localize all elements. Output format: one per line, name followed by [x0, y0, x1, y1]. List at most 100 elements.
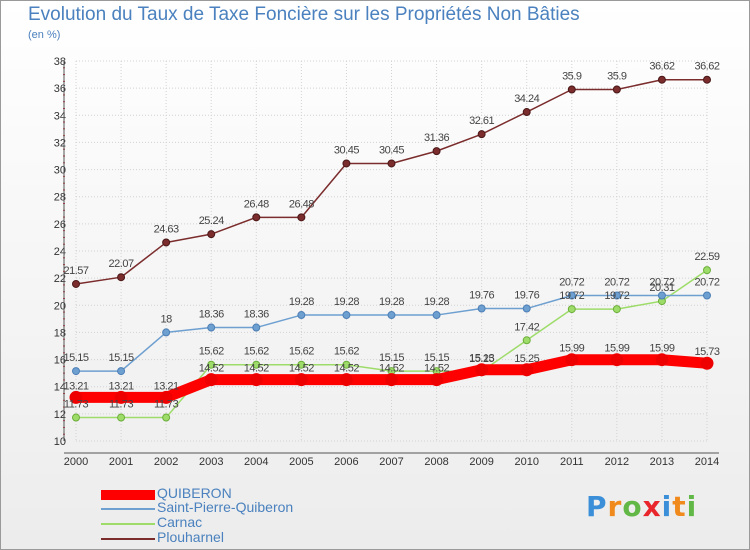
data-point: [207, 230, 216, 239]
x-tick-label: 2002: [154, 456, 178, 468]
data-point: [117, 367, 126, 376]
data-label: 31.36: [424, 132, 449, 144]
x-tick-label: 2008: [424, 456, 448, 468]
y-tick-label: 38: [54, 56, 66, 68]
legend-swatch: [101, 490, 155, 500]
data-point: [342, 159, 351, 168]
data-label: 19.72: [604, 290, 629, 302]
y-tick-label: 18: [54, 327, 66, 339]
x-tick-label: 2003: [199, 456, 223, 468]
data-label: 15.15: [379, 352, 404, 364]
data-point: [612, 85, 621, 94]
x-tick-label: 2001: [109, 456, 133, 468]
data-point: [117, 413, 126, 422]
data-label: 21.57: [63, 265, 88, 277]
x-tick-label: 2010: [514, 456, 538, 468]
data-label: 13.21: [109, 380, 134, 392]
data-point: [703, 266, 711, 275]
data-point: [655, 353, 669, 367]
data-label: 34.24: [514, 93, 539, 105]
data-point: [522, 304, 531, 313]
data-label: 15.62: [199, 346, 224, 358]
series-lines: [69, 75, 714, 422]
data-point: [703, 291, 711, 300]
data-point: [567, 305, 576, 314]
y-tick-label: 34: [54, 110, 66, 122]
data-label: 15.62: [244, 346, 269, 358]
data-label: 14.52: [244, 363, 269, 375]
data-point: [252, 360, 261, 369]
y-tick-label: 22: [54, 273, 66, 285]
data-label: 11.73: [64, 399, 89, 411]
y-tick-label: 24: [54, 246, 66, 258]
data-point: [520, 363, 534, 377]
data-label: 30.45: [379, 144, 404, 156]
x-tick-label: 2009: [469, 456, 493, 468]
y-tick-label: 14: [54, 382, 66, 394]
data-label: 25.24: [199, 215, 224, 227]
y-axis-unit-label: (en %): [28, 29, 61, 41]
x-tick-label: 2011: [560, 456, 584, 468]
data-point: [297, 360, 306, 369]
data-point: [475, 363, 489, 377]
data-label: 19.28: [334, 296, 359, 308]
x-tick-label: 2006: [334, 456, 358, 468]
proxiti-logo: Proxiti: [586, 490, 697, 523]
data-point: [252, 323, 261, 332]
data-point: [703, 75, 711, 84]
data-point: [207, 360, 216, 369]
data-point: [159, 390, 173, 404]
data-point: [294, 373, 308, 387]
data-point: [657, 291, 666, 300]
logo-letter: r: [607, 490, 623, 523]
data-label: 36.62: [649, 61, 674, 73]
y-tick-label: 32: [54, 137, 66, 149]
y-tick-label: 28: [54, 192, 66, 204]
data-label: 18: [161, 313, 173, 325]
data-label: 15.15: [63, 352, 88, 364]
data-point: [162, 328, 171, 337]
data-point: [522, 336, 531, 345]
data-point: [162, 413, 171, 422]
legend-swatch: [101, 508, 155, 510]
data-label: 13.21: [154, 380, 179, 392]
y-tick-label: 26: [54, 219, 66, 231]
data-label: 26.48: [244, 198, 269, 210]
grid: [75, 60, 708, 442]
y-tick-label: 10: [54, 436, 66, 448]
y-tick-label: 20: [54, 300, 66, 312]
legend-label: Saint-Pierre-Quiberon: [157, 499, 294, 515]
data-point: [162, 238, 171, 247]
logo-letter: o: [622, 490, 643, 523]
data-point: [387, 159, 396, 168]
data-label: 24.63: [154, 223, 179, 235]
data-labels: 13.21 13.21 13.21 14.52 14.52 14.52 14.52 14.52…: [63, 61, 720, 411]
x-tick-label: 2007: [379, 456, 403, 468]
data-label: 11.73: [154, 399, 179, 411]
data-label: 20.72: [649, 277, 674, 289]
data-point: [252, 213, 261, 222]
x-tick-label: 2004: [244, 456, 268, 468]
x-tick-label: 2012: [605, 456, 629, 468]
data-label: 14.52: [199, 363, 224, 375]
data-point: [522, 108, 531, 117]
data-label: 19.28: [289, 296, 314, 308]
data-label: 22.07: [109, 258, 134, 270]
chart-title: Evolution du Taux de Taxe Foncière sur l…: [28, 4, 580, 25]
data-point: [612, 291, 621, 300]
data-label: 19.28: [424, 296, 449, 308]
data-point: [432, 147, 441, 156]
data-point: [339, 373, 353, 387]
data-point: [432, 311, 441, 320]
data-label: 18.36: [244, 309, 269, 321]
data-point: [117, 273, 126, 282]
data-label: 14.52: [334, 363, 359, 375]
x-tick-label: 2000: [64, 456, 88, 468]
data-point: [567, 291, 576, 300]
y-tick-label: 30: [54, 165, 66, 177]
x-tick-label: 2013: [650, 456, 674, 468]
logo-letter: P: [586, 490, 608, 523]
data-point: [342, 311, 351, 320]
data-point: [567, 85, 576, 94]
